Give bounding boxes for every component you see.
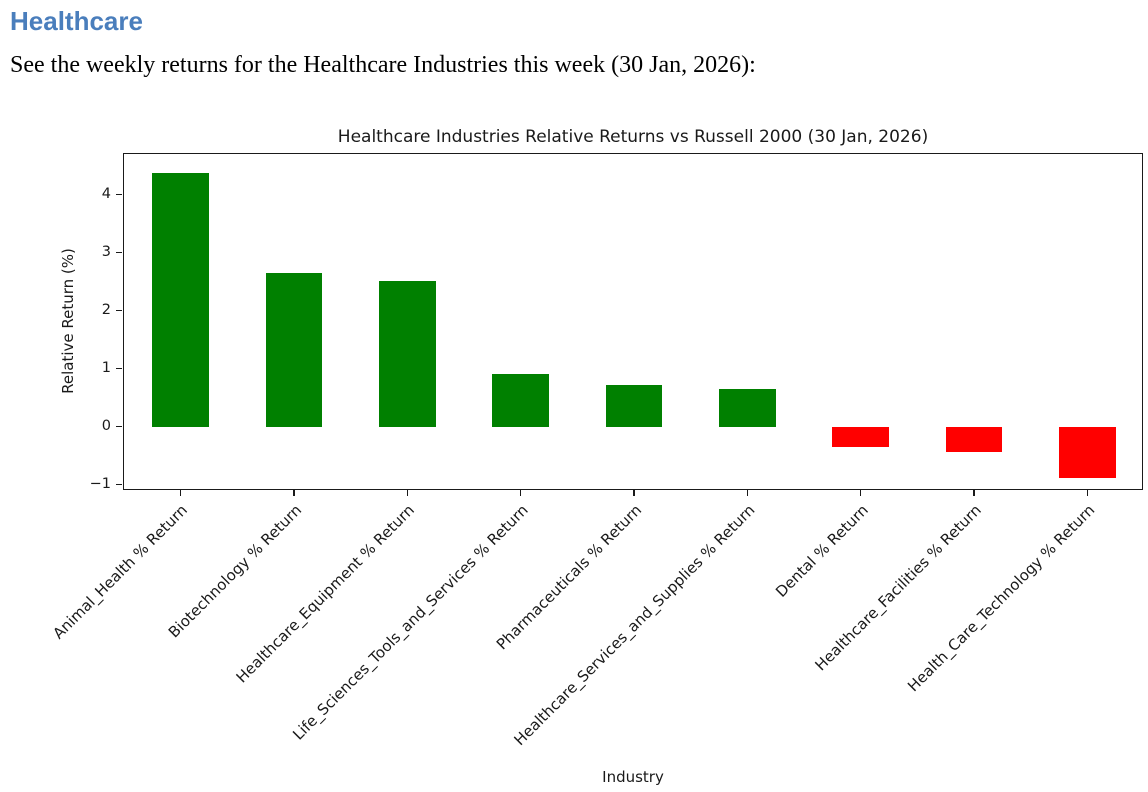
x-tick-mark — [1086, 490, 1089, 496]
y-tick-label: 0 — [101, 417, 111, 434]
x-category-label: Healthcare_Equipment % Return — [232, 501, 419, 687]
x-tick-mark — [519, 490, 522, 496]
y-tick-mark — [116, 251, 123, 254]
chart-title: Healthcare Industries Relative Returns v… — [337, 127, 929, 147]
plot-area: −1 0 1 2 3 4 Animal_Health % Return Biotechnolo… — [50, 153, 1143, 749]
x-category-label: Life_Sciences_Tools_and_Services % Retur… — [288, 501, 532, 744]
page-title: Healthcare — [10, 6, 143, 36]
x-category-label: Dental % Return — [771, 501, 872, 601]
y-tick-mark — [116, 309, 123, 312]
bar-2 — [379, 281, 436, 427]
y-tick-label: 2 — [101, 301, 111, 318]
bar-8 — [1059, 426, 1116, 479]
bar-3 — [492, 374, 549, 427]
y-tick-mark — [116, 193, 123, 196]
x-axis-label: Industry — [602, 768, 664, 786]
y-axis-label: Relative Return (%) — [59, 248, 77, 394]
bar-7 — [945, 426, 1003, 453]
x-category-label: Healthcare_Services_and_Supplies % Retur… — [510, 501, 759, 750]
intro-text: See the weekly returns for the Healthcar… — [10, 52, 756, 78]
bar-5 — [719, 388, 776, 427]
y-tick-mark — [116, 483, 123, 486]
x-tick-mark — [973, 490, 975, 496]
y-tick-mark — [116, 425, 123, 428]
y-tick-label: 1 — [101, 359, 111, 376]
x-tick-mark — [746, 490, 749, 496]
y-tick-label: 3 — [101, 243, 111, 260]
bar-6 — [832, 426, 889, 447]
x-category-label: Health_Care_Technology % Return — [903, 501, 1099, 696]
x-tick-mark — [633, 490, 635, 496]
y-tick-label: −1 — [89, 475, 111, 492]
y-tick-mark — [116, 367, 123, 370]
x-tick-mark — [859, 490, 862, 496]
x-tick-mark — [293, 490, 295, 496]
x-tick-mark — [179, 490, 182, 496]
x-category-label: Animal_Health % Return — [49, 501, 192, 643]
x-tick-mark — [406, 490, 409, 496]
bar-4 — [605, 384, 663, 427]
bar-0 — [152, 172, 209, 427]
bar-1 — [265, 273, 323, 427]
x-category-label: Biotechnology % Return — [164, 501, 305, 642]
y-tick-label: 4 — [101, 185, 111, 202]
